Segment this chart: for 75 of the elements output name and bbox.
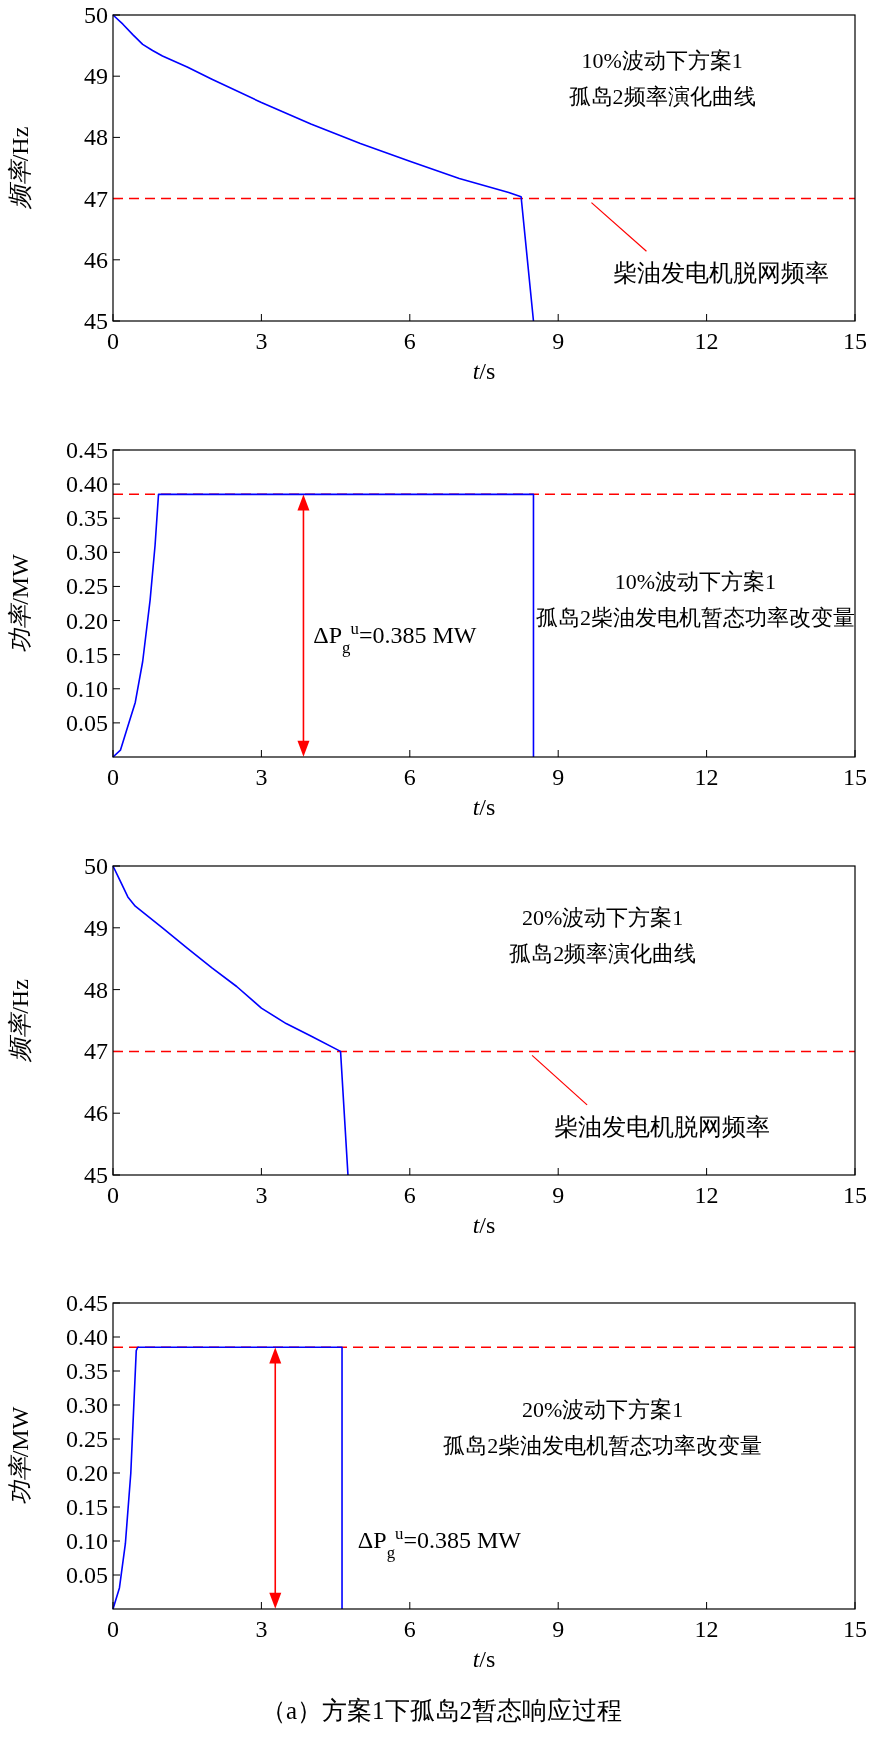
y-tick-label: 47 [84, 185, 108, 212]
line-series [112, 865, 349, 1176]
annotation: 20%波动下方案1 孤岛2柴油发电机暂态功率改变量 [443, 1396, 763, 1458]
x-tick-label: 9 [552, 764, 565, 790]
x-tick-label: 12 [694, 764, 719, 790]
y-axis-title: 功率/MW [7, 553, 33, 653]
legend-label: 柴油发电机脱网频率 [613, 260, 830, 287]
x-tick-label: 0 [107, 328, 119, 354]
x-tick-label: 0 [107, 1182, 119, 1208]
x-tick-label: 3 [255, 328, 268, 354]
y-tick-label: 0.25 [66, 573, 108, 600]
x-tick-label: 6 [403, 1616, 416, 1642]
y-tick-label: 0.30 [66, 1392, 108, 1418]
annotation: ΔP$_{g}$$^{u}$=0.385 MW [357, 1523, 522, 1562]
annotation: 10%波动下方案1 孤岛2频率演化曲线 [568, 47, 756, 109]
x-tick-label: 0 [107, 764, 119, 790]
y-tick-label: 47 [84, 1038, 108, 1065]
y-tick-label: 0.20 [66, 1460, 108, 1486]
x-tick-label: 12 [694, 1616, 719, 1642]
annotation: ΔP$_{g}$$^{u}$=0.385 MW [313, 618, 477, 657]
text: （a）方案1下孤岛2暂态响应过程 [260, 1697, 623, 1724]
legend-label: 柴油发电机脱网频率 [554, 1113, 771, 1140]
line-series [112, 493, 535, 758]
y-tick-label: 0.10 [66, 1528, 108, 1554]
y-tick-label: 45 [84, 1162, 108, 1188]
x-tick-label: 15 [843, 328, 867, 354]
x-tick-label: 6 [403, 328, 416, 354]
x-tick-label: 3 [255, 1182, 268, 1208]
annotation: 20%波动下方案1 孤岛2频率演化曲线 [509, 905, 697, 967]
x-tick-label: 9 [552, 328, 565, 354]
x-tick-label: 15 [843, 1182, 867, 1208]
x-tick-label: 9 [552, 1182, 565, 1208]
x-tick-label: 3 [255, 1616, 268, 1642]
x-axis-title: t/s [472, 1646, 496, 1672]
y-tick-label: 0.10 [66, 675, 108, 702]
y-tick-label: 49 [84, 63, 108, 90]
x-axis-title: t/s [472, 1212, 496, 1238]
y-tick-label: 0.05 [66, 1562, 108, 1588]
y-tick-label: 50 [84, 853, 108, 879]
y-tick-label: 46 [84, 1100, 108, 1127]
y-tick-label: 0.35 [66, 505, 108, 532]
x-tick-label: 15 [843, 764, 867, 790]
y-tick-label: 0.45 [66, 1290, 108, 1316]
y-tick-label: 0.45 [66, 437, 108, 463]
x-tick-label: 0 [107, 1616, 119, 1642]
x-tick-label: 6 [403, 764, 416, 790]
y-tick-label: 49 [84, 914, 108, 941]
y-tick-label: 0.15 [66, 1494, 108, 1520]
y-axis-title: 频率/Hz [7, 126, 33, 211]
x-tick-label: 3 [255, 764, 268, 790]
x-tick-label: 6 [403, 1182, 416, 1208]
line-series [112, 1346, 343, 1610]
y-tick-label: 45 [84, 308, 108, 334]
y-tick-label: 0.15 [66, 641, 108, 668]
annotation: 10%波动下方案1 孤岛2柴油发电机暂态功率改变量 [535, 568, 855, 630]
line-series [112, 14, 535, 322]
x-tick-label: 9 [552, 1616, 565, 1642]
y-tick-label: 0.30 [66, 539, 108, 566]
y-tick-label: 48 [84, 976, 108, 1003]
y-tick-label: 0.35 [66, 1358, 108, 1384]
y-tick-label: 0.20 [66, 607, 108, 634]
y-axis-title: 功率/MW [7, 1406, 33, 1506]
y-axis-title: 频率/Hz [7, 979, 33, 1063]
y-tick-label: 48 [84, 124, 108, 151]
y-tick-label: 46 [84, 246, 108, 273]
y-tick-label: 50 [84, 2, 108, 28]
x-tick-label: 12 [694, 328, 719, 354]
x-tick-label: 12 [694, 1182, 719, 1208]
y-tick-label: 0.40 [66, 471, 108, 498]
x-axis-title: t/s [472, 358, 496, 384]
y-tick-label: 0.40 [66, 1324, 108, 1350]
x-tick-label: 15 [843, 1616, 867, 1642]
x-axis-title: t/s [472, 794, 496, 820]
y-tick-label: 0.25 [66, 1426, 108, 1452]
y-tick-label: 0.05 [66, 709, 108, 736]
